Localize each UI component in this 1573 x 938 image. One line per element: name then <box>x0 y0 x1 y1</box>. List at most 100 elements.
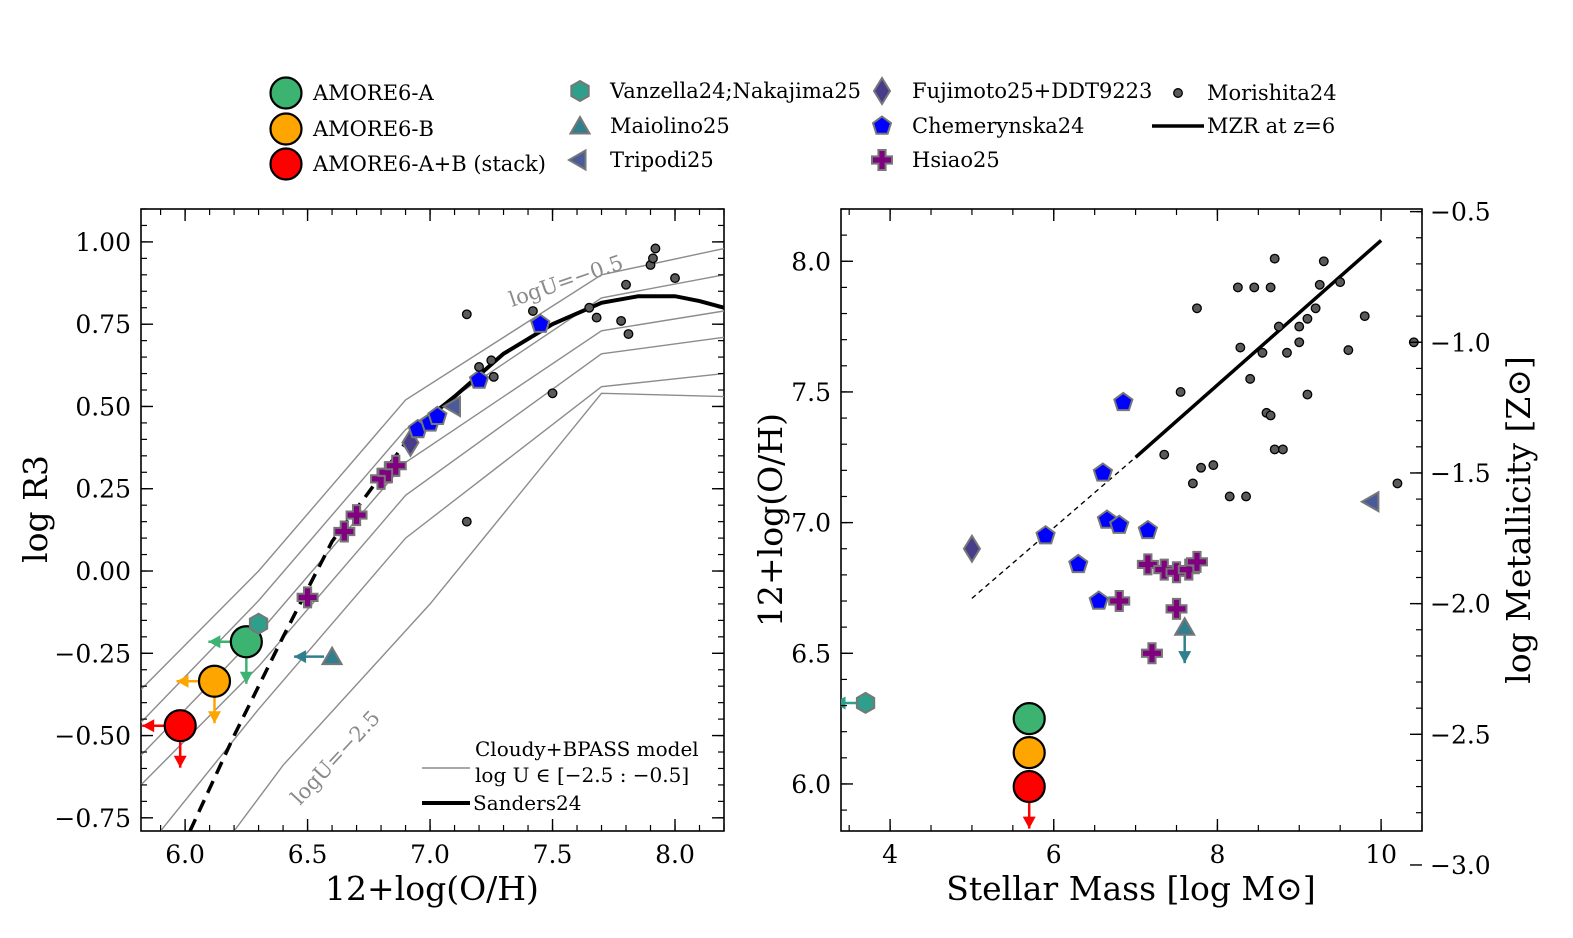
data-point-hsiao <box>1153 558 1176 581</box>
right-series-vanzella <box>841 691 876 715</box>
right-ytick-label: 7.5 <box>791 378 831 407</box>
data-point-morishita <box>1235 342 1246 353</box>
upper-limit-arrow-down <box>1022 801 1036 829</box>
legend-label-tripodi: Tripodi25 <box>610 148 714 172</box>
model-grid-line <box>141 247 724 690</box>
right-series-morishita <box>1159 253 1419 502</box>
left-xticks: 6.0 6.5 7.0 7.5 8.0 <box>159 209 725 869</box>
data-point-hsiao <box>1140 642 1163 665</box>
legend-marker-amore_a <box>269 76 303 110</box>
right-series-amore_a <box>1012 702 1046 736</box>
model-grid-line <box>141 274 724 723</box>
legend-item-tripodi: Tripodi25 <box>566 148 714 172</box>
data-point-morishita <box>486 355 497 366</box>
legend-label-maiolino: Maiolino25 <box>610 114 730 138</box>
data-point-morishita <box>1245 373 1256 384</box>
legend-label-hsiao: Hsiao25 <box>912 148 1000 172</box>
upper-limit-arrow-left <box>208 635 232 649</box>
left-plot-area <box>141 243 724 831</box>
right-series-maiolino <box>1173 616 1196 664</box>
left-ytick-label: −0.25 <box>54 639 131 668</box>
right-y-axis-title: 12+log(O/H) <box>751 413 790 627</box>
data-point-morishita <box>1269 253 1280 264</box>
legend-item-amore_b: AMORE6-B <box>269 112 434 146</box>
right-ytick-right-label: −1.0 <box>1430 328 1491 357</box>
right-xtick-label: 6 <box>1046 840 1062 869</box>
data-point-hsiao <box>345 504 368 527</box>
model-grid-line <box>141 336 724 786</box>
data-point-morishita <box>1257 347 1268 358</box>
data-point-morishita <box>1249 282 1260 293</box>
right-yticks: 8.0 7.5 7.0 6.5 6.0 <box>791 208 853 811</box>
data-point-morishita <box>1241 491 1252 502</box>
legend-label-chemerynska: Chemerynska24 <box>912 114 1085 138</box>
left-xtick-label: 8.0 <box>655 840 695 869</box>
data-point-morishita <box>1392 478 1403 489</box>
sanders24-dashed-curve <box>188 425 420 831</box>
data-point-vanzella <box>855 691 876 715</box>
data-point-hsiao <box>296 586 319 609</box>
left-panel-r3-vs-oh: 6.0 6.5 7.0 7.5 8.0 1.00 0.75 0.50 0.25 0.00 −0.25… <box>16 208 725 908</box>
legend-marker-hsiao <box>871 149 893 171</box>
right-ytick-right-label: −2.0 <box>1430 590 1491 619</box>
legend-item-chemerynska: Chemerynska24 <box>871 114 1085 138</box>
data-point-amore_b <box>1012 735 1046 770</box>
legend-item-mzr: MZR at z=6 <box>1152 114 1335 138</box>
data-point-morishita <box>1277 444 1288 455</box>
upper-limit-arrow-down <box>173 740 187 768</box>
data-point-morishita <box>1265 410 1276 421</box>
upper-limit-arrow-left <box>176 674 200 688</box>
right-secondary-y-axis-title: log Metallicity [Z⊙] <box>1499 356 1538 684</box>
model-legend-range: log U ∈ [−2.5 : −0.5] <box>475 763 689 787</box>
data-point-chemerynska <box>1137 519 1159 540</box>
data-point-hsiao <box>384 454 407 477</box>
left-series-morishita <box>461 243 680 527</box>
legend-item-hsiao: Hsiao25 <box>871 148 1000 172</box>
data-point-morishita <box>1282 347 1292 358</box>
right-series-hsiao <box>1108 550 1208 665</box>
data-point-amore_a <box>229 625 263 659</box>
data-point-morishita <box>1232 282 1243 293</box>
legend-label-stack: AMORE6-A+B (stack) <box>312 152 546 176</box>
left-series-maiolino <box>294 645 344 666</box>
data-point-morishita <box>1175 386 1186 397</box>
data-point-morishita <box>1314 279 1325 290</box>
data-point-fujimoto <box>962 533 982 564</box>
data-point-maiolino <box>320 645 344 666</box>
data-point-morishita <box>1269 444 1280 455</box>
data-point-morishita <box>1208 460 1219 471</box>
right-plot-area <box>841 239 1419 829</box>
left-ytick-label: 0.75 <box>75 310 131 339</box>
left-xtick-label: 6.5 <box>288 840 328 869</box>
data-point-morishita <box>650 243 661 254</box>
legend-item-fujimoto: Fujimoto25+DDT9223 <box>872 76 1152 106</box>
right-ytick-label: 8.0 <box>791 247 831 276</box>
legend-label-amore_a: AMORE6-A <box>312 81 434 105</box>
right-series-tripodi <box>1359 490 1380 513</box>
data-point-hsiao <box>1136 553 1159 576</box>
legend-marker-tripodi <box>566 148 587 172</box>
data-point-morishita <box>1310 303 1321 314</box>
left-ytick-label: 0.50 <box>75 392 131 421</box>
legend-label-amore_b: AMORE6-B <box>312 117 434 141</box>
data-point-morishita <box>1359 311 1370 322</box>
data-point-chemerynska <box>468 369 490 389</box>
annotation-logu-bottom: logU=−2.5 <box>286 706 385 809</box>
data-point-morishita <box>1318 256 1329 267</box>
sanders24-legend-label: Sanders24 <box>473 791 581 815</box>
data-point-tripodi <box>1359 490 1380 513</box>
legend-label-fujimoto: Fujimoto25+DDT9223 <box>912 79 1152 103</box>
legend-item-vanzella: Vanzella24;Nakajima25 <box>570 79 861 103</box>
legend-item-maiolino: Maiolino25 <box>568 114 730 138</box>
upper-limit-arrow-down <box>1178 635 1192 664</box>
data-point-chemerynska <box>530 313 551 333</box>
data-point-morishita <box>1187 478 1198 489</box>
data-point-morishita <box>584 302 595 313</box>
legend-marker-stack <box>269 147 303 181</box>
data-point-morishita <box>1273 321 1284 332</box>
data-point-chemerynska <box>1035 524 1056 545</box>
data-point-morishita <box>1196 462 1207 473</box>
legend-label-mzr: MZR at z=6 <box>1207 114 1335 138</box>
